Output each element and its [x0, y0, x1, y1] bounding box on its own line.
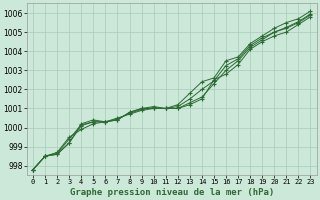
X-axis label: Graphe pression niveau de la mer (hPa): Graphe pression niveau de la mer (hPa): [70, 188, 274, 197]
